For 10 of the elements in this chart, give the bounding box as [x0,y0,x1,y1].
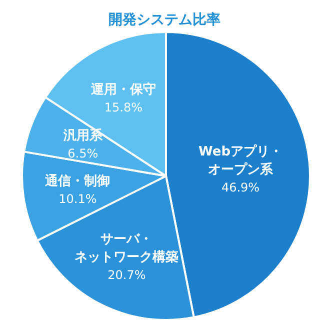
data-label: 46.9% [221,180,260,195]
data-label: 15.8% [104,100,143,114]
slice-label: 運用・保守 [90,81,156,98]
chart-title: 開発システム比率 [108,11,220,28]
slice-label: 通信・制御 [44,173,110,190]
data-label: 10.1% [58,192,97,206]
slice-label: Webアプリ・オープン系 [198,144,283,178]
slice-label: サーバ・ネットワーク構築 [74,232,179,266]
data-label: 20.7% [108,268,146,282]
data-label: 6.5% [68,146,98,160]
